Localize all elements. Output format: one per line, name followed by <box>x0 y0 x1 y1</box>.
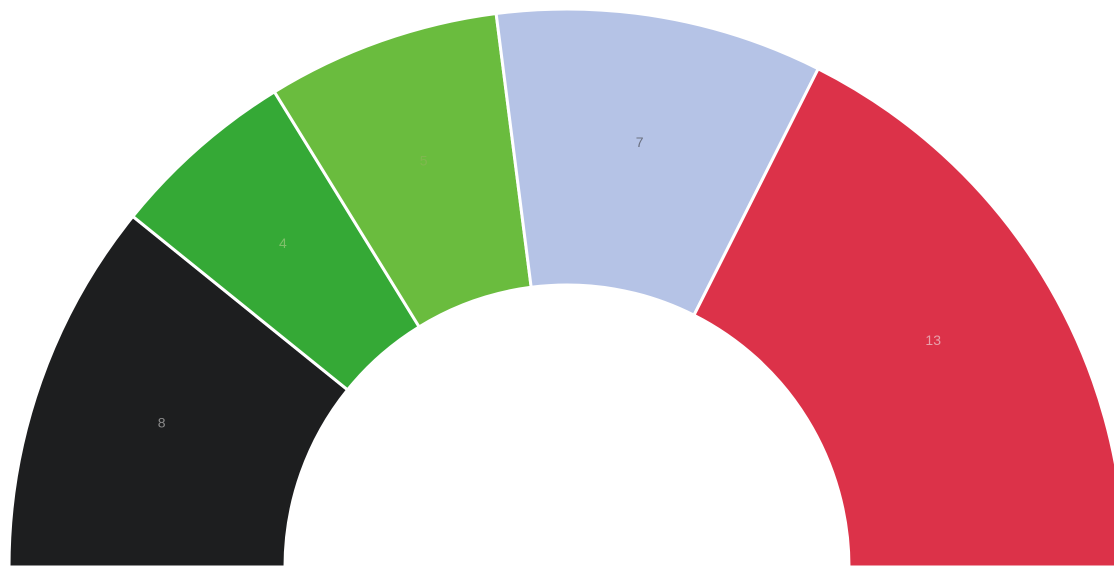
slice-label-2: 4 <box>279 235 287 251</box>
labels-group: 8 4 5 7 13 <box>158 134 941 431</box>
slices-group <box>7 7 1114 567</box>
slice-label-3: 5 <box>420 152 428 168</box>
slice-label-4: 7 <box>636 134 644 150</box>
slice-1 <box>7 214 350 567</box>
slice-4 <box>494 7 820 317</box>
slice-label-5: 13 <box>925 332 941 348</box>
slice-label-1: 8 <box>158 414 166 430</box>
slice-5 <box>692 67 1114 567</box>
